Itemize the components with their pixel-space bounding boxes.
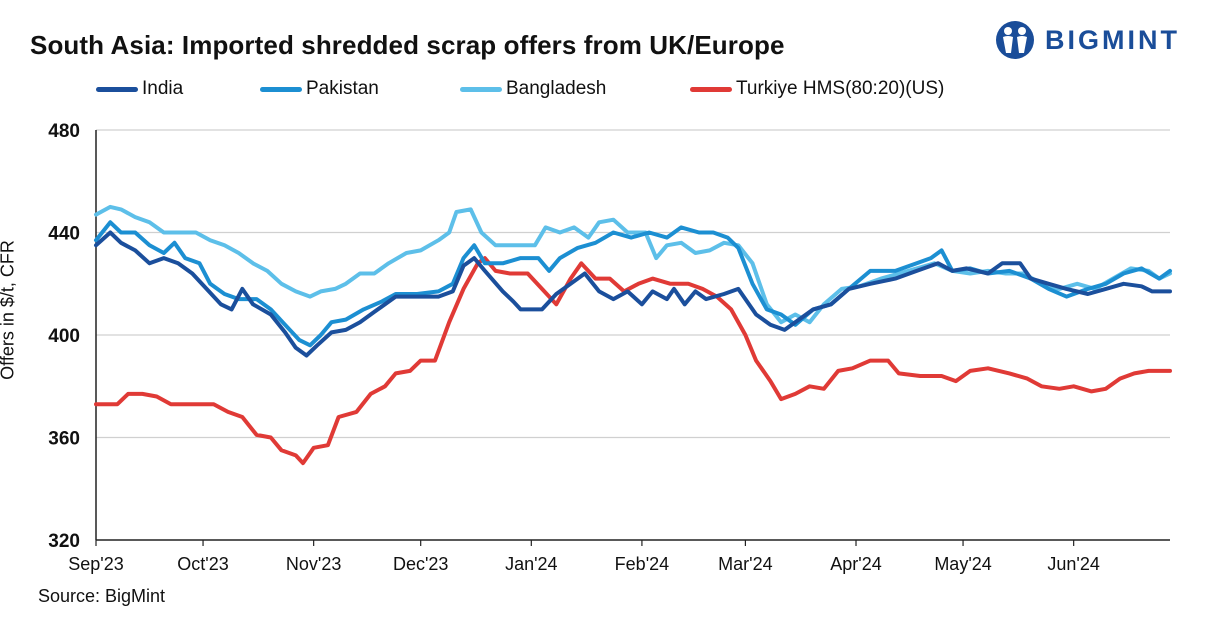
legend-label-india: India [142,78,184,99]
x-tick-label: Feb'24 [615,554,669,574]
series-line-bangladesh [94,204,1172,325]
x-tick-label: Mar'24 [718,554,772,574]
legend-swatch-india [96,86,138,92]
legend-label-pakistan: Pakistan [306,78,379,99]
x-tick-label: May'24 [934,554,991,574]
x-tick-label: Apr'24 [830,554,881,574]
y-tick-label: 400 [48,326,80,347]
legend-swatch-bangladesh [460,86,502,92]
legend-label-bangladesh: Bangladesh [506,78,607,99]
legend-item-pakistan: Pakistan [260,78,379,100]
x-tick-label: Dec'23 [393,554,448,574]
y-tick-label: 440 [48,224,80,245]
legend-item-turkiye: Turkiye HMS(80:20)(US) [690,78,944,100]
legend-swatch-turkiye [690,86,732,92]
y-tick-label: 480 [48,121,80,142]
legend-label-turkiye: Turkiye HMS(80:20)(US) [736,78,945,99]
legend-item-india: India [96,78,183,100]
legend-item-bangladesh: Bangladesh [460,78,606,100]
source-note: Source: BigMint [38,586,166,606]
chart-title: South Asia: Imported shredded scrap offe… [30,30,785,60]
x-tick-label: Oct'23 [177,554,228,574]
series-line-india [94,230,1172,358]
y-tick-label: 320 [48,531,80,552]
bigmint-logo-icon [996,21,1034,59]
series-line-turkiye-hms-80-20-us [94,256,1172,466]
chart-legend: India Pakistan Bangladesh Turkiye HMS(80… [0,78,1208,104]
y-tick-label: 360 [48,429,80,450]
legend-swatch-pakistan [260,86,302,92]
x-tick-label: Jan'24 [505,554,557,574]
x-tick-label: Sep'23 [68,554,124,574]
brand-logo: BIGMINT [995,18,1180,62]
x-tick-label: Nov'23 [286,554,341,574]
x-tick-label: Jun'24 [1047,554,1099,574]
brand-name: BIGMINT [1045,24,1180,55]
series-line-pakistan [94,220,1172,348]
